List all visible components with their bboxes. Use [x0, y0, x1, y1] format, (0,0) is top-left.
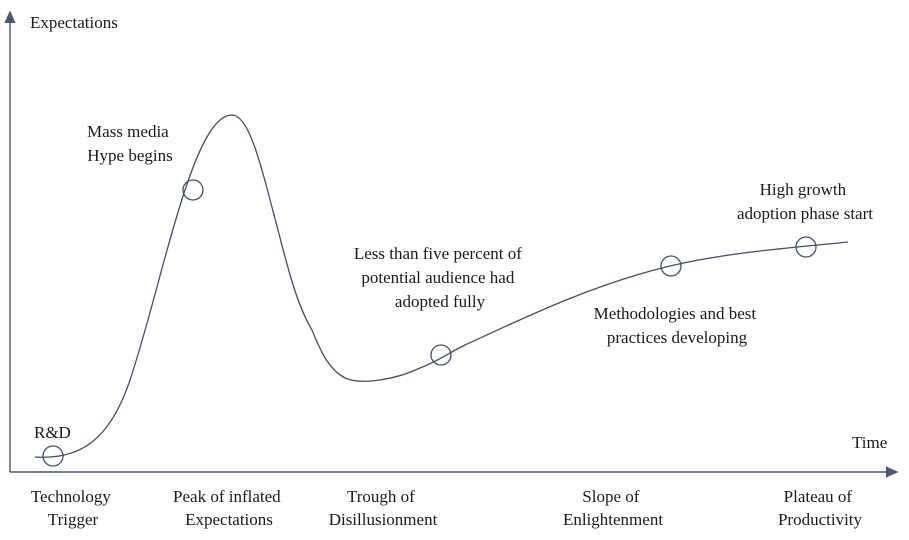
phase-5-line-2: Productivity — [778, 510, 863, 529]
less-than-five-percent-annotation: Less than five percent of potential audi… — [354, 244, 526, 311]
phase-technology-trigger: Technology Trigger — [31, 487, 115, 529]
x-axis-label: Time — [852, 433, 887, 452]
phase-peak-of-inflated-expectations: Peak of inflated Expectations — [173, 487, 285, 529]
less-than-line-1: Less than five percent of — [354, 244, 522, 263]
methodologies-line-2: practices developing — [607, 328, 748, 347]
mass-media-line-1: Mass media — [87, 122, 169, 141]
hype-curve — [34, 114, 849, 458]
less-than-line-3: adopted fully — [395, 292, 486, 311]
rd-annotation: R&D — [34, 423, 71, 442]
high-growth-annotation: High growth adoption phase start — [737, 180, 873, 223]
phase-3-line-1: Trough of — [347, 487, 415, 506]
rd-marker — [42, 445, 64, 467]
phase-plateau-of-productivity: Plateau of Productivity — [778, 487, 863, 529]
phase-4-line-1: Slope of — [582, 487, 639, 506]
phase-trough-of-disillusionment: Trough of Disillusionment — [329, 487, 438, 529]
mass-media-marker — [182, 179, 204, 201]
high-growth-line-2: adoption phase start — [737, 204, 873, 223]
methodologies-annotation: Methodologies and best practices develop… — [594, 304, 761, 347]
high-growth-marker — [795, 236, 817, 258]
phase-slope-of-enlightenment: Slope of Enlightenment — [563, 487, 663, 529]
phase-1-line-2: Trigger — [48, 510, 99, 529]
phase-2-line-2: Expectations — [185, 510, 273, 529]
phase-2-line-1: Peak of inflated — [173, 487, 281, 506]
high-growth-line-1: High growth — [760, 180, 847, 199]
y-axis-label: Expectations — [30, 13, 118, 32]
less-than-five-percent-marker — [430, 344, 452, 366]
less-than-line-2: potential audience had — [361, 268, 514, 287]
phase-4-line-2: Enlightenment — [563, 510, 663, 529]
phase-3-line-2: Disillusionment — [329, 510, 438, 529]
methodologies-marker — [660, 255, 682, 277]
mass-media-line-2: Hype begins — [87, 146, 172, 165]
phase-1-line-1: Technology — [31, 487, 112, 506]
phase-5-line-1: Plateau of — [784, 487, 853, 506]
mass-media-annotation: Mass media Hype begins — [87, 122, 173, 165]
methodologies-line-1: Methodologies and best — [594, 304, 757, 323]
